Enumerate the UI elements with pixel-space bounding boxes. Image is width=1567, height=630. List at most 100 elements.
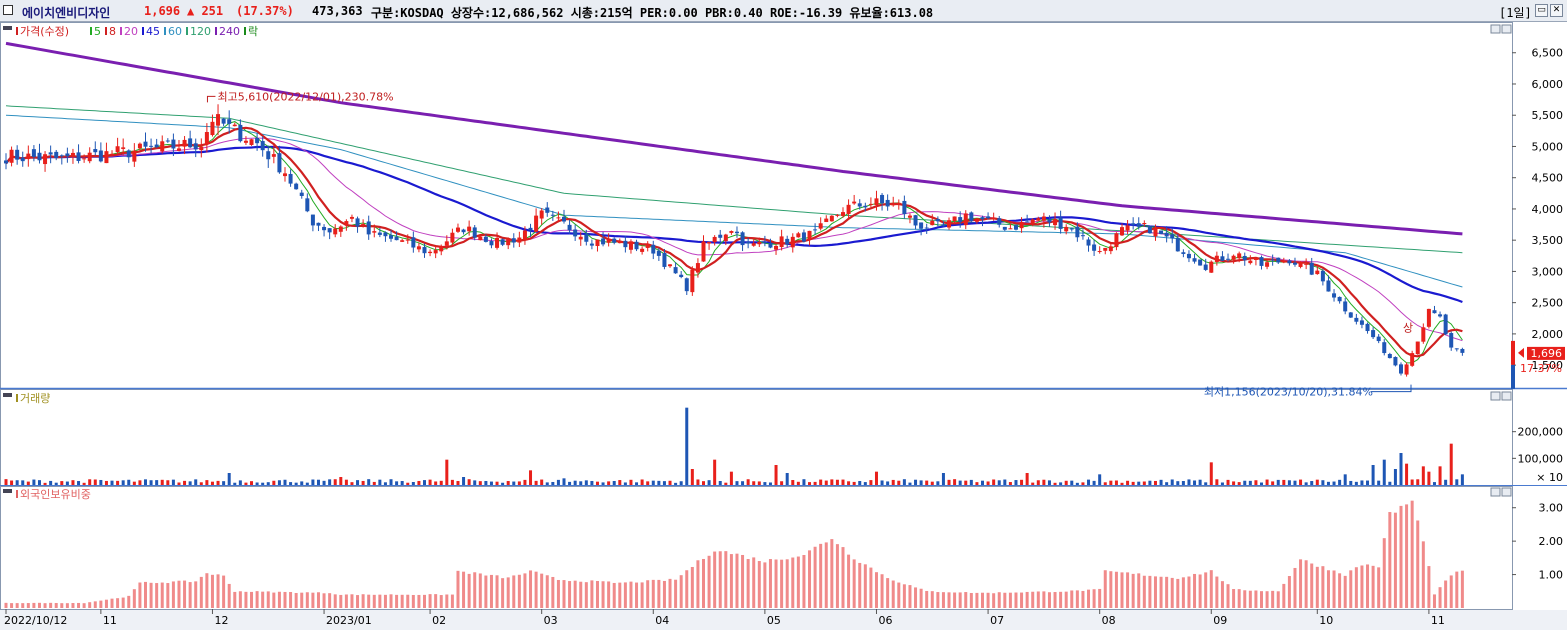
close-icon[interactable]: ✕ bbox=[1550, 4, 1563, 17]
candle-body bbox=[1320, 270, 1325, 282]
foreign-ratio-bar bbox=[144, 581, 147, 608]
foreign-ratio-bar bbox=[238, 591, 242, 608]
foreign-ratio-bar bbox=[545, 575, 549, 608]
foreign-ratio-bar bbox=[724, 551, 728, 608]
candle-body bbox=[768, 242, 773, 248]
candle-body bbox=[567, 224, 572, 231]
foreign-ratio-bar bbox=[210, 574, 214, 608]
volume-bar bbox=[411, 482, 415, 485]
candle-body bbox=[455, 227, 460, 232]
volume-bar bbox=[1388, 481, 1392, 485]
foreign-ratio-bar bbox=[261, 591, 265, 608]
candle-body bbox=[790, 236, 795, 248]
volume-bar bbox=[763, 482, 767, 485]
candle-body bbox=[1131, 223, 1136, 225]
ma-8-line bbox=[5, 126, 1463, 358]
volume-bar bbox=[395, 481, 399, 485]
candle-body bbox=[433, 250, 438, 254]
volume-bar bbox=[534, 480, 538, 485]
foreign-ratio-bar bbox=[1432, 594, 1436, 608]
volume-bar bbox=[65, 481, 69, 485]
foreign-ratio-bar bbox=[71, 603, 75, 608]
select-checkbox[interactable] bbox=[3, 5, 13, 15]
volume-bar bbox=[1209, 462, 1213, 485]
volume-bar bbox=[116, 480, 120, 485]
foreign-ratio-bar bbox=[914, 587, 918, 608]
foreign-ratio-bar bbox=[690, 566, 694, 608]
volume-bar bbox=[316, 479, 320, 485]
foreign-ratio-bar bbox=[428, 594, 432, 608]
price-y-tick-label: 4,500 bbox=[1532, 172, 1564, 185]
foreign-ratio-bar bbox=[802, 555, 806, 608]
foreign-y-tick-label: 1.00 bbox=[1539, 569, 1564, 582]
foreign-ratio-bar bbox=[462, 571, 466, 608]
foreign-ratio-bar bbox=[77, 602, 81, 608]
candle-body bbox=[1371, 330, 1376, 338]
candle-body bbox=[628, 241, 633, 250]
foreign-ratio-bar bbox=[540, 573, 544, 608]
low-marker bbox=[1371, 384, 1412, 393]
candle-body bbox=[1281, 261, 1286, 263]
volume-bar bbox=[389, 479, 393, 485]
candle-body bbox=[1276, 257, 1281, 263]
foreign-ratio-bar bbox=[925, 590, 929, 608]
candle-body bbox=[1198, 259, 1203, 266]
candle-body bbox=[640, 248, 645, 252]
candle-body bbox=[1270, 259, 1275, 261]
candle-body bbox=[522, 230, 527, 241]
foreign-ratio-bar bbox=[250, 591, 254, 608]
candle-body bbox=[76, 152, 81, 161]
foreign-ratio-bar bbox=[378, 594, 382, 608]
candle-body bbox=[160, 141, 165, 152]
candle-body bbox=[1410, 353, 1415, 366]
foreign-ratio-bar bbox=[947, 592, 951, 608]
foreign-ratio-bar bbox=[1416, 520, 1420, 608]
candle-body bbox=[947, 220, 952, 228]
foreign-ratio-bar bbox=[607, 581, 611, 608]
candle-body bbox=[511, 238, 516, 243]
legend-swatch bbox=[186, 27, 188, 35]
volume-bar bbox=[277, 480, 281, 485]
volume-bar bbox=[1260, 482, 1263, 485]
volume-bar bbox=[60, 481, 64, 485]
volume-bar bbox=[328, 479, 332, 485]
candle-body bbox=[1097, 251, 1102, 253]
price-range-bar bbox=[1511, 364, 1515, 389]
candle-body bbox=[813, 229, 818, 231]
volume-bar bbox=[462, 477, 466, 485]
candle-body bbox=[1030, 219, 1035, 224]
x-tick-label: 02 bbox=[432, 614, 446, 627]
candle-body bbox=[1231, 255, 1236, 260]
candle-body bbox=[868, 203, 873, 205]
foreign-ratio-bar bbox=[1276, 591, 1280, 608]
volume-bar bbox=[729, 471, 733, 485]
foreign-ratio-bar bbox=[132, 589, 136, 608]
candle-body bbox=[1002, 226, 1007, 230]
candle-body bbox=[645, 244, 650, 248]
foreign-ratio-bar bbox=[1020, 592, 1024, 608]
foreign-ratio-bar bbox=[1377, 567, 1381, 608]
volume-bar bbox=[523, 479, 527, 485]
candle-body bbox=[132, 150, 137, 162]
period-selector[interactable]: [1일] bbox=[1499, 6, 1532, 20]
volume-bar bbox=[1299, 479, 1303, 485]
volume-bar bbox=[562, 478, 566, 485]
candle-body bbox=[651, 244, 656, 254]
candle-body bbox=[271, 154, 276, 157]
maximize-icon[interactable]: ▭ bbox=[1535, 4, 1548, 17]
candle-body bbox=[1069, 228, 1074, 230]
candle-body bbox=[1108, 246, 1113, 252]
foreign-ratio-bar bbox=[93, 601, 97, 608]
candle-body bbox=[1387, 353, 1392, 359]
volume-bar bbox=[674, 482, 678, 485]
volume-bar bbox=[1081, 482, 1085, 485]
candle-body bbox=[1365, 323, 1370, 332]
foreign-ratio-bar bbox=[333, 594, 337, 608]
candle-body bbox=[372, 231, 377, 233]
foreign-ratio-bar bbox=[975, 592, 979, 608]
foreign-ratio-bar bbox=[1198, 574, 1202, 608]
volume-bar bbox=[986, 481, 990, 485]
foreign-y-tick-label: 3.00 bbox=[1539, 502, 1564, 515]
volume-bar bbox=[1287, 480, 1291, 485]
